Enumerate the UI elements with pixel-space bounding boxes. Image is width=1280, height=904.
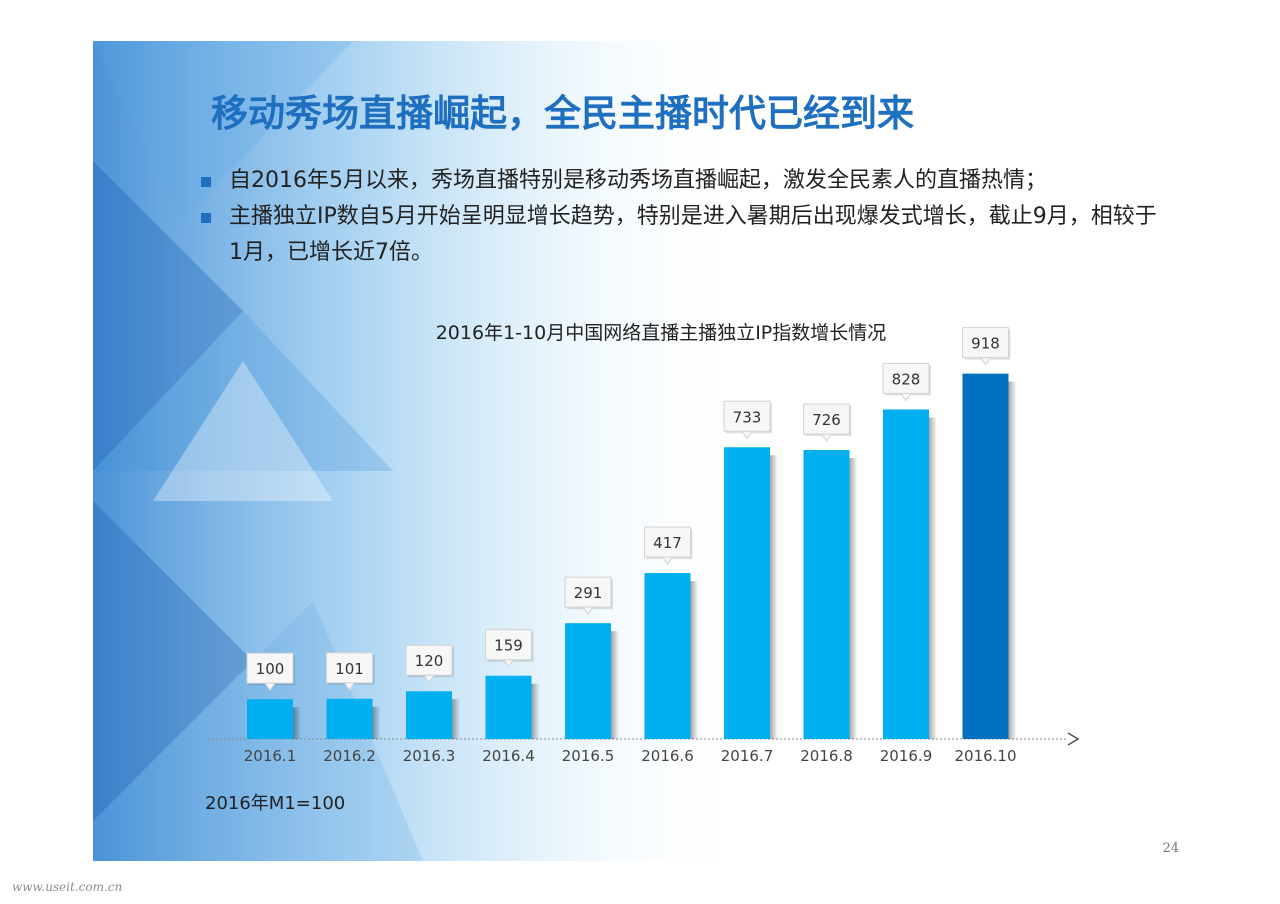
callout-box: [485, 629, 532, 661]
data-label-callout: 120: [405, 644, 454, 684]
callout-pointer: [979, 357, 992, 366]
data-label-callout: 291: [564, 576, 613, 616]
data-label-callout: 417: [644, 526, 693, 565]
bar: [485, 675, 532, 739]
callout-pointer: [264, 682, 276, 692]
bar-shadow: [293, 707, 301, 739]
bullet-text: 主播独立IP数自5月开始呈明显增长趋势，特别是进入暑期后出现爆发式增长，截止9月…: [229, 204, 1157, 265]
data-label: 726: [812, 411, 841, 429]
bar: [247, 699, 293, 739]
x-tick-label: 2016.1: [244, 747, 297, 765]
data-label: 159: [494, 637, 523, 655]
bullet-text: 自2016年5月以来，秀场直播特别是移动秀场直播崛起，激发全民素人的直播热情；: [229, 168, 1047, 193]
bullet-item: 自2016年5月以来，秀场直播特别是移动秀场直播崛起，激发全民素人的直播热情；: [197, 163, 1157, 199]
callout-pointer: [820, 433, 833, 442]
callout-box: [803, 403, 850, 435]
x-axis-arrow: [1067, 732, 1080, 746]
bar-shadow: [452, 699, 460, 739]
data-label-callout: 828: [882, 362, 931, 402]
slide: 移动秀场直播崛起，全民主播时代已经到来 自2016年5月以来，秀场直播特别是移动…: [93, 41, 1193, 861]
bar-shadow: [611, 631, 619, 739]
data-label: 100: [256, 660, 285, 678]
x-tick-label: 2016.3: [403, 747, 456, 765]
callout-pointer: [423, 674, 435, 684]
bar: [883, 409, 929, 739]
x-tick-label: 2016.4: [482, 747, 535, 765]
data-label: 733: [733, 408, 762, 426]
data-label: 291: [574, 584, 603, 602]
bullet-item: 主播独立IP数自5月开始呈明显增长趋势，特别是进入暑期后出现爆发式增长，截止9月…: [197, 199, 1157, 271]
bullet-marker: [201, 177, 211, 187]
bar: [962, 373, 1009, 739]
bar-shadow: [531, 683, 540, 739]
watermark: www.useit.com.cn: [12, 880, 123, 894]
callout-pointer: [502, 659, 515, 668]
bar: [326, 698, 373, 739]
data-label-callout: 918: [962, 327, 1011, 366]
bar: [406, 691, 452, 739]
data-label: 828: [892, 370, 921, 388]
data-label: 918: [971, 335, 1000, 353]
data-label: 101: [335, 660, 364, 678]
data-label-callout: 733: [723, 400, 772, 440]
chart-title: 2016年1-10月中国网络直播主播独立IP指数增长情况: [436, 322, 887, 344]
data-label: 417: [653, 534, 682, 552]
x-tick-label: 2016.7: [721, 747, 774, 765]
x-tick-label: 2016.5: [562, 747, 615, 765]
bullet-list: 自2016年5月以来，秀场直播特别是移动秀场直播崛起，激发全民素人的直播热情； …: [197, 163, 1157, 271]
callout-box: [882, 362, 930, 394]
x-tick-label: 2016.8: [800, 747, 853, 765]
footnote: 2016年M1=100: [205, 793, 346, 814]
data-label-callout: 101: [326, 652, 375, 691]
bar-shadow: [929, 417, 937, 739]
callout-box: [723, 400, 771, 432]
bar-shadow: [1008, 381, 1017, 739]
x-tick-label: 2016.2: [323, 747, 376, 765]
x-tick-label: 2016.6: [641, 747, 694, 765]
x-tick-label: 2016.10: [954, 747, 1016, 765]
bullet-marker: [201, 213, 211, 223]
callout-box: [326, 652, 373, 684]
callout-box: [246, 652, 294, 684]
data-label-callout: 159: [485, 629, 534, 668]
bar-shadow: [849, 458, 858, 739]
data-label: 120: [415, 652, 444, 670]
callout-pointer: [900, 392, 912, 402]
slide-title: 移动秀场直播崛起，全民主播时代已经到来: [211, 92, 914, 135]
page-number: 24: [1162, 841, 1179, 856]
data-label-callout: 726: [803, 403, 852, 442]
callout-pointer: [582, 606, 594, 616]
data-label-callout: 100: [246, 652, 295, 692]
callout-pointer: [741, 430, 753, 440]
x-tick-label: 2016.9: [880, 747, 933, 765]
callout-pointer: [343, 682, 356, 691]
bar-chart: 2016年1-10月中国网络直播主播独立IP指数增长情况 1002016.110…: [208, 322, 1080, 765]
bar: [644, 573, 691, 739]
callout-box: [564, 576, 612, 608]
bar-shadow: [770, 455, 778, 739]
bars-layer: 100 2016.1 101 2016.2 120 2016.3 159 2016.4 291 2…: [244, 327, 1017, 765]
bar: [565, 623, 611, 739]
bar: [724, 447, 770, 739]
bar-shadow: [690, 581, 699, 739]
bar-shadow: [372, 706, 381, 739]
callout-pointer: [661, 556, 674, 565]
callout-box: [962, 327, 1009, 359]
callout-box: [644, 526, 691, 558]
bar: [803, 450, 850, 739]
